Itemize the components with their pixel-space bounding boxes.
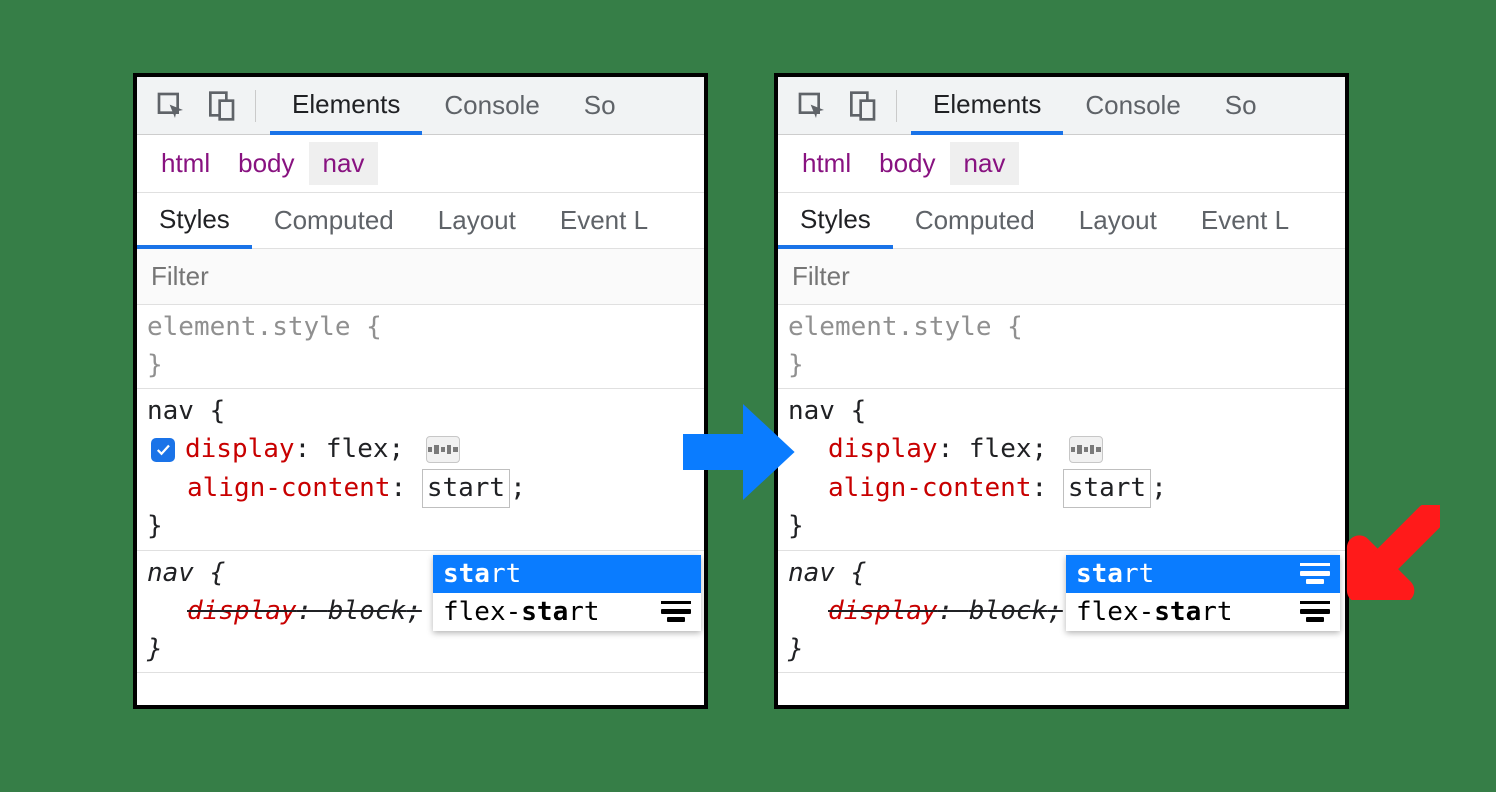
value-edit-box[interactable]: start bbox=[1063, 469, 1151, 509]
decl-align-content: align-content: start; bbox=[147, 469, 694, 509]
crumb-body[interactable]: body bbox=[865, 142, 949, 185]
decl-checkbox[interactable] bbox=[151, 438, 175, 462]
decl2-prop[interactable]: align-content bbox=[187, 473, 391, 503]
transition-arrow-icon bbox=[672, 392, 802, 512]
devtools-toolbar: Elements Console So bbox=[137, 77, 704, 135]
autocomplete-item-start[interactable]: start bbox=[433, 555, 701, 593]
decl1-prop[interactable]: display bbox=[828, 434, 938, 464]
tab-elements[interactable]: Elements bbox=[911, 78, 1063, 135]
align-start-icon bbox=[1300, 563, 1330, 585]
device-toggle-icon[interactable] bbox=[846, 90, 878, 122]
element-style-close: } bbox=[788, 347, 1335, 385]
element-style-close: } bbox=[147, 347, 694, 385]
crumb-nav[interactable]: nav bbox=[309, 142, 379, 185]
over-close: } bbox=[788, 631, 1335, 669]
over-val: block bbox=[969, 596, 1047, 626]
filter-input[interactable] bbox=[790, 260, 1345, 293]
filter-bar bbox=[137, 249, 704, 305]
devtools-panel-right: Elements Console So html body nav Styles… bbox=[774, 73, 1349, 709]
crumb-nav[interactable]: nav bbox=[950, 142, 1020, 185]
tab-console[interactable]: Console bbox=[422, 77, 561, 134]
subtab-event-listeners-truncated[interactable]: Event L bbox=[1179, 193, 1311, 248]
decl2-prop[interactable]: align-content bbox=[828, 473, 1032, 503]
filter-input[interactable] bbox=[149, 260, 704, 293]
inspect-icon[interactable] bbox=[155, 90, 187, 122]
rule-selector: nav { bbox=[788, 393, 1335, 431]
element-style-open: element.style { bbox=[788, 309, 1335, 347]
dom-breadcrumb: html body nav bbox=[778, 135, 1345, 193]
tab-console[interactable]: Console bbox=[1063, 77, 1202, 134]
subtab-computed[interactable]: Computed bbox=[252, 193, 416, 248]
devtools-toolbar: Elements Console So bbox=[778, 77, 1345, 135]
devtools-panel-left: Elements Console So html body nav Styles… bbox=[133, 73, 708, 709]
toolbar-separator bbox=[896, 90, 897, 122]
rule-close: } bbox=[788, 508, 1335, 546]
callout-arrow-icon bbox=[1345, 505, 1440, 600]
tab-elements[interactable]: Elements bbox=[270, 78, 422, 135]
rule-element-style[interactable]: element.style { } bbox=[137, 305, 704, 389]
autocomplete-popup: start flex-start bbox=[433, 555, 701, 631]
crumb-html[interactable]: html bbox=[788, 142, 865, 185]
dom-breadcrumb: html body nav bbox=[137, 135, 704, 193]
subtab-styles[interactable]: Styles bbox=[137, 194, 252, 249]
rule-element-style[interactable]: element.style { } bbox=[778, 305, 1345, 389]
decl-align-content: align-content: start; bbox=[788, 469, 1335, 509]
crumb-body[interactable]: body bbox=[224, 142, 308, 185]
over-close: } bbox=[147, 631, 694, 669]
crumb-html[interactable]: html bbox=[147, 142, 224, 185]
value-edit-box[interactable]: start bbox=[422, 469, 510, 509]
rule-nav[interactable]: nav { display: flex; align-content: star… bbox=[137, 389, 704, 551]
over-val: block bbox=[328, 596, 406, 626]
rule-close: } bbox=[147, 508, 694, 546]
subtab-computed[interactable]: Computed bbox=[893, 193, 1057, 248]
autocomplete-item-start[interactable]: start bbox=[1066, 555, 1340, 593]
decl-display: display: flex; bbox=[788, 431, 1335, 469]
styles-subtabs: Styles Computed Layout Event L bbox=[137, 193, 704, 249]
inspect-icon[interactable] bbox=[796, 90, 828, 122]
decl1-val[interactable]: flex bbox=[969, 434, 1032, 464]
over-prop: display bbox=[828, 596, 938, 626]
autocomplete-item-flex-start[interactable]: flex-start bbox=[1066, 593, 1340, 631]
subtab-layout[interactable]: Layout bbox=[1057, 193, 1179, 248]
subtab-event-listeners-truncated[interactable]: Event L bbox=[538, 193, 670, 248]
flex-editor-icon[interactable] bbox=[1069, 436, 1103, 463]
tab-sources-truncated[interactable]: So bbox=[1203, 77, 1279, 134]
filter-bar bbox=[778, 249, 1345, 305]
align-start-icon bbox=[1300, 601, 1330, 623]
device-toggle-icon[interactable] bbox=[205, 90, 237, 122]
tab-sources-truncated[interactable]: So bbox=[562, 77, 638, 134]
subtab-styles[interactable]: Styles bbox=[778, 194, 893, 249]
decl1-prop[interactable]: display bbox=[185, 434, 295, 464]
toolbar-separator bbox=[255, 90, 256, 122]
element-style-open: element.style { bbox=[147, 309, 694, 347]
subtab-layout[interactable]: Layout bbox=[416, 193, 538, 248]
align-start-icon bbox=[661, 601, 691, 623]
rule-selector: nav { bbox=[147, 393, 694, 431]
over-prop: display bbox=[187, 596, 297, 626]
rule-nav[interactable]: nav { display: flex; align-content: star… bbox=[778, 389, 1345, 551]
flex-editor-icon[interactable] bbox=[426, 436, 460, 463]
styles-subtabs: Styles Computed Layout Event L bbox=[778, 193, 1345, 249]
autocomplete-item-flex-start[interactable]: flex-start bbox=[433, 593, 701, 631]
decl-display: display: flex; bbox=[147, 431, 694, 469]
autocomplete-popup: start flex-start bbox=[1066, 555, 1340, 631]
decl1-val[interactable]: flex bbox=[326, 434, 389, 464]
